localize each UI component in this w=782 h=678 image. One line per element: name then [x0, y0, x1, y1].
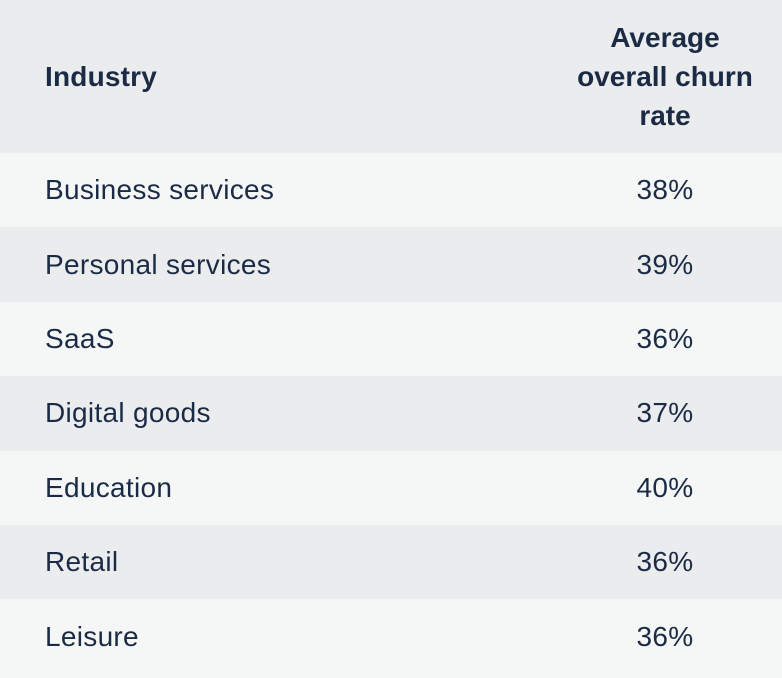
- industry-cell: Retail: [45, 546, 119, 578]
- table-header: Industry Average overall churn rate: [0, 0, 782, 153]
- churn-rate-header-line: overall churn: [577, 61, 753, 92]
- industry-cell: Education: [45, 471, 173, 503]
- churn-rate-column-header: Average overall churn rate: [552, 18, 782, 135]
- churn-rate-cell: 36%: [636, 322, 694, 354]
- industry-column-header: Industry: [45, 60, 158, 92]
- industry-cell: Digital goods: [45, 397, 211, 429]
- industry-cell: Leisure: [45, 620, 139, 652]
- table-row: Leisure 36%: [0, 599, 782, 674]
- industry-cell: SaaS: [45, 322, 115, 354]
- table-row: SaaS 36%: [0, 301, 782, 377]
- churn-rate-cell: 36%: [636, 620, 694, 652]
- industry-cell: Business services: [45, 174, 275, 206]
- table-row: Personal services 39%: [0, 227, 782, 302]
- table-row: Business services 38%: [0, 153, 782, 228]
- industry-cell: Personal services: [45, 248, 272, 280]
- churn-rate-header-line: rate: [639, 100, 691, 131]
- table-row: Education 40%: [0, 450, 782, 525]
- churn-rate-cell: 38%: [636, 174, 694, 206]
- churn-rate-cell: 39%: [636, 248, 694, 280]
- churn-rate-header-line: Average: [610, 22, 720, 53]
- table-row: Digital goods 37%: [0, 376, 782, 451]
- churn-rate-cell: 37%: [636, 397, 694, 429]
- churn-rate-cell: 36%: [636, 546, 694, 578]
- churn-rate-cell: 40%: [636, 471, 694, 503]
- table-row: Retail 36%: [0, 524, 782, 600]
